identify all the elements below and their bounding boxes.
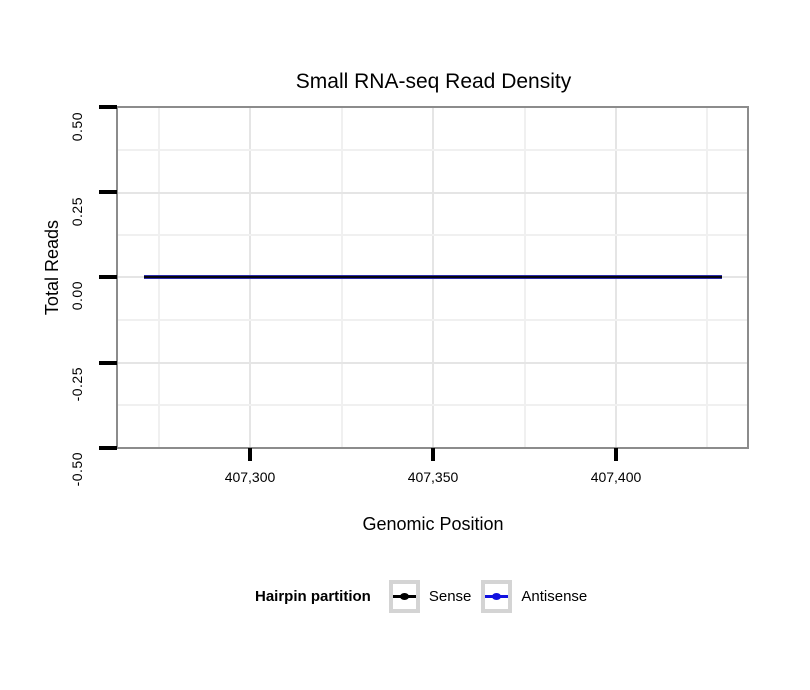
y-tick: [99, 446, 117, 450]
y-tick: [99, 190, 117, 194]
legend-key-antisense: [481, 579, 513, 613]
legend-key-sense: [388, 579, 420, 613]
gridline-major-h: [118, 192, 747, 194]
x-tick: [248, 448, 252, 461]
y-tick: [99, 275, 117, 279]
legend-label-sense: Sense: [428, 587, 472, 605]
y-tick: [99, 105, 117, 109]
y-tick-label: -0.25: [69, 367, 85, 402]
series-line-sense-antisense-overlap: [144, 275, 722, 279]
x-tick-label: 407,350: [407, 469, 459, 485]
chart-title: Small RNA-seq Read Density: [295, 70, 572, 93]
antisense-point-swatch: [492, 592, 502, 600]
sense-point-swatch: [399, 592, 409, 600]
x-tick: [431, 448, 435, 461]
gridline-minor-h: [118, 404, 747, 406]
legend-title: Hairpin partition: [255, 587, 371, 605]
y-tick-label: 0.25: [69, 197, 85, 227]
y-tick-label: 0.50: [69, 112, 85, 142]
x-tick-label: 407,400: [590, 469, 642, 485]
legend-label-antisense: Antisense: [521, 587, 588, 605]
y-tick: [99, 361, 117, 365]
y-axis-title: Total Reads: [42, 220, 62, 316]
y-tick-label: 0.00: [69, 281, 85, 311]
gridline-minor-h: [118, 319, 747, 321]
gridline-major-h: [118, 362, 747, 364]
y-tick-label: -0.50: [69, 452, 85, 487]
x-tick-label: 407,300: [224, 469, 276, 485]
gridline-minor-h: [118, 234, 747, 236]
gridline-minor-h: [118, 149, 747, 151]
x-tick: [614, 448, 618, 461]
legend: Hairpin partition Sense Antisense: [255, 578, 597, 614]
x-axis-title: Genomic Position: [362, 514, 504, 534]
